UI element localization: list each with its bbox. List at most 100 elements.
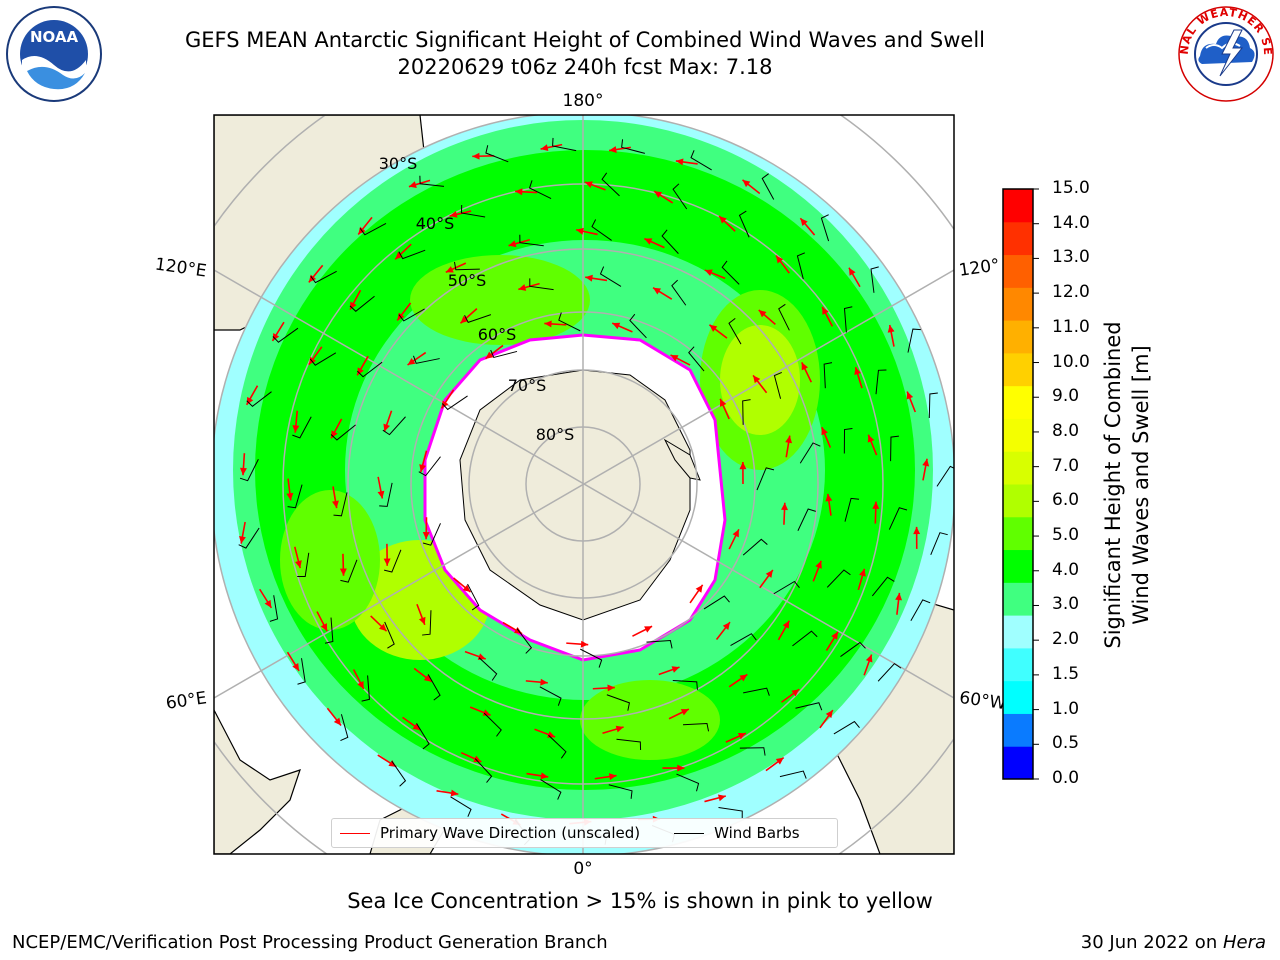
wave-arrow-head [272, 333, 280, 341]
colorbar-tick-label: 3.0 [1052, 594, 1080, 615]
wind-barb [269, 595, 279, 622]
wind-barb [552, 137, 577, 152]
wave-arrow-head [320, 623, 328, 632]
wave-arrow-head [800, 218, 808, 227]
wave-arrow-head [867, 434, 875, 443]
wave-arrow-head [782, 620, 790, 629]
wind-barb [738, 210, 750, 238]
wind-barb [359, 222, 387, 236]
wind-barb [383, 549, 402, 573]
wave-arrow-head [872, 501, 880, 509]
wave-arrow-head [717, 794, 726, 802]
wind-barb [843, 306, 853, 333]
colorbar-segment [1003, 320, 1033, 354]
legend-red-line [340, 832, 370, 834]
wind-barb [528, 180, 552, 200]
wave-arrow-head [609, 146, 617, 153]
wave-arrow-head [719, 216, 727, 224]
wind-barb [413, 355, 440, 364]
wind-barb [778, 303, 790, 331]
wind-barb [333, 492, 348, 517]
wind-barb [877, 662, 902, 682]
wind-barb [516, 628, 533, 654]
wave-arrow-head [239, 535, 246, 544]
wind-barb [756, 467, 775, 491]
legend-wind-barbs: Wind Barbs [640, 824, 800, 842]
wind-barb [441, 395, 468, 411]
legend-barbs-label: Wind Barbs [714, 824, 800, 842]
wind-barb [418, 456, 441, 477]
wave-arrow-head [732, 529, 739, 538]
wind-barb [875, 369, 887, 395]
wave-arrow-head [654, 191, 663, 198]
wave-arrow-head [815, 560, 822, 569]
wind-barb [661, 229, 679, 254]
wave-arrow-head [612, 322, 621, 330]
wave-arrow-head [695, 584, 703, 593]
wind-barb [379, 482, 393, 507]
lon-label-120w: 120° [958, 255, 1001, 281]
wind-barb [646, 640, 673, 649]
colorbar-segment [1003, 615, 1033, 649]
wave-arrow-head [540, 144, 549, 152]
wind-barb [730, 633, 757, 646]
colorbar-tick-label: 9.0 [1052, 386, 1080, 407]
wave-arrow-head [576, 227, 584, 235]
wave-arrow-head [670, 354, 679, 362]
colorbar-tick-label: 8.0 [1052, 420, 1080, 441]
map-frame [213, 114, 955, 855]
wind-barb [292, 416, 312, 439]
wave-arrow-head [295, 560, 302, 569]
wind-barb [340, 714, 349, 742]
chart-subtitle: 20220629 t06z 240h fcst Max: 7.18 [397, 55, 773, 79]
wave-arrow-head [472, 152, 480, 160]
sea-ice-caption: Sea Ice Concentration > 15% is shown in … [347, 889, 933, 913]
lat-label-40s: 40°S [416, 214, 455, 233]
wind-barb [361, 675, 370, 702]
wind-barb [840, 641, 866, 657]
wave-arrow-head [607, 684, 615, 692]
wave-arrow-head [473, 755, 482, 762]
colorbar-tick-label: 15.0 [1052, 178, 1090, 198]
wind-barb [833, 720, 860, 735]
wind-barb [460, 204, 486, 218]
wave-arrow-head [653, 287, 662, 295]
wave-arrow-head [422, 531, 430, 540]
wind-barb [797, 508, 816, 531]
footer-date-text: 30 Jun 2022 on [1080, 932, 1223, 953]
wind-barb [826, 569, 851, 588]
colorbar-tick-label: 5.0 [1052, 525, 1080, 546]
lat-label-70s: 70°S [508, 376, 547, 395]
wind-barb [330, 424, 356, 441]
wind-barb [799, 442, 821, 464]
wind-barb [621, 139, 646, 154]
colorbar-tick-label: 6.0 [1052, 490, 1080, 511]
wind-barb [676, 773, 700, 792]
wind-barb [608, 784, 633, 799]
wind-barb [239, 459, 259, 482]
wave-arrow-head [865, 654, 873, 663]
lat-label-30s: 30°S [379, 154, 418, 173]
wave-arrow-head [460, 315, 469, 324]
wind-barb [888, 507, 908, 530]
wave-arrow-head [378, 623, 387, 632]
wave-arrow-head [540, 678, 548, 686]
wind-barb [485, 145, 509, 163]
colorbar-tick-label: 0.0 [1052, 768, 1080, 788]
wave-arrow-head [264, 599, 272, 608]
wind-barb [739, 747, 766, 756]
wave-arrow-head [675, 158, 684, 166]
wave-arrow-head [544, 320, 552, 328]
wave-arrow-head [407, 358, 416, 366]
colorbar-segment [1003, 746, 1033, 780]
colorbar-tick-label: 0.5 [1052, 733, 1080, 754]
wave-arrow-head [709, 324, 718, 332]
wind-barb [742, 538, 768, 556]
wind-barb [728, 317, 742, 345]
wind-barb [450, 796, 472, 817]
colorbar-tick-label: 1.5 [1052, 663, 1080, 684]
wind-barb [422, 610, 432, 636]
wind-barb [844, 497, 860, 522]
legend-primary-wave: Primary Wave Direction (unscaled) [332, 824, 640, 842]
colorbar-tick-label: 10.0 [1052, 351, 1090, 372]
